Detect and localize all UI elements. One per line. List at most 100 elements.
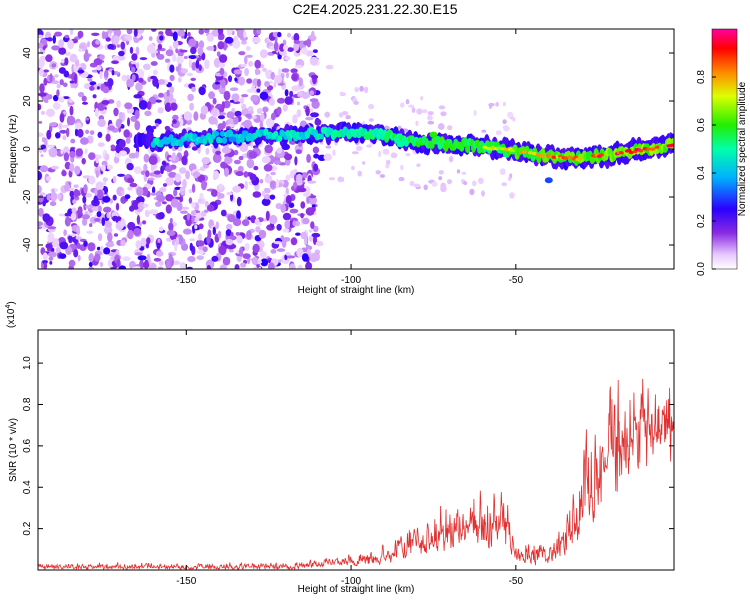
noise-blob xyxy=(99,261,104,268)
noise-blob xyxy=(158,212,165,220)
noise-blob xyxy=(291,85,300,92)
noise-blob xyxy=(51,165,59,170)
noise-blob xyxy=(149,209,159,215)
noise-blob xyxy=(332,149,336,156)
ridge-peak xyxy=(628,150,634,155)
ridge-peak xyxy=(650,147,656,151)
ridge-peak xyxy=(531,151,537,156)
noise-blob xyxy=(285,174,291,181)
noise-blob xyxy=(107,43,114,50)
noise-blob xyxy=(98,205,102,213)
noise-blob xyxy=(244,67,250,77)
noise-blob xyxy=(67,235,73,241)
noise-blob xyxy=(68,259,76,267)
noise-blob xyxy=(120,41,126,50)
noise-blob xyxy=(198,86,206,96)
noise-blob xyxy=(48,251,57,258)
noise-blob xyxy=(83,184,88,194)
noise-blob xyxy=(182,178,187,189)
noise-blob xyxy=(186,266,193,269)
noise-blob xyxy=(83,203,87,211)
noise-blob xyxy=(89,130,95,136)
noise-blob xyxy=(197,47,204,56)
noise-blob xyxy=(188,38,197,47)
noise-blob xyxy=(76,242,81,249)
noise-blob xyxy=(69,80,75,84)
noise-blob xyxy=(236,235,243,244)
noise-blob xyxy=(218,193,225,199)
noise-blob xyxy=(292,114,298,124)
noise-blob xyxy=(42,213,51,223)
noise-blob xyxy=(125,137,131,144)
noise-blob xyxy=(155,123,159,127)
noise-blob xyxy=(70,212,77,221)
noise-blob xyxy=(74,165,81,175)
noise-blob xyxy=(234,264,240,269)
noise-blob xyxy=(269,214,278,225)
noise-blob xyxy=(219,112,227,116)
noise-blob xyxy=(77,69,85,74)
noise-blob xyxy=(94,188,98,196)
noise-blob xyxy=(48,256,54,261)
noise-blob xyxy=(313,153,320,159)
noise-blob xyxy=(248,60,254,67)
noise-blob xyxy=(262,67,267,72)
noise-blob xyxy=(135,240,142,249)
noise-blob xyxy=(169,64,175,73)
noise-blob xyxy=(82,101,88,105)
noise-blob xyxy=(165,194,174,202)
noise-blob xyxy=(159,35,164,41)
noise-blob xyxy=(179,187,185,192)
noise-blob xyxy=(43,69,49,73)
noise-blob xyxy=(296,109,302,118)
noise-blob xyxy=(65,246,73,255)
noise-blob xyxy=(421,109,428,114)
colorbar-tick-label: 0.4 xyxy=(696,166,707,180)
noise-blob xyxy=(64,161,71,170)
noise-blob xyxy=(208,91,216,100)
y-tick-label: -20 xyxy=(22,189,33,204)
noise-blob xyxy=(129,182,138,188)
noise-blob xyxy=(77,206,83,215)
noise-blob xyxy=(294,156,298,166)
noise-blob xyxy=(171,152,176,162)
ridge-core xyxy=(277,135,283,142)
noise-blob xyxy=(169,86,175,94)
noise-blob xyxy=(216,51,221,57)
y-tick-label: 0 xyxy=(22,146,33,152)
noise-blob xyxy=(300,201,306,209)
noise-blob xyxy=(254,218,260,226)
noise-blob xyxy=(254,59,261,69)
noise-blob xyxy=(39,165,49,173)
noise-blob xyxy=(62,96,70,100)
noise-blob xyxy=(134,120,141,131)
noise-blob xyxy=(131,199,140,210)
noise-blob xyxy=(40,110,46,115)
noise-blob xyxy=(54,74,59,78)
noise-blob xyxy=(306,38,312,48)
noise-blob xyxy=(81,157,86,165)
noise-blob xyxy=(127,186,133,191)
noise-blob xyxy=(239,143,249,153)
noise-blob xyxy=(152,69,158,76)
noise-blob xyxy=(58,213,65,217)
noise-blob xyxy=(39,83,45,93)
snr-plot-area xyxy=(38,330,674,570)
noise-blob xyxy=(147,177,155,181)
noise-blob xyxy=(191,86,196,92)
noise-blob xyxy=(141,186,149,196)
noise-blob xyxy=(456,169,461,174)
colorbar-tick-label: 0.0 xyxy=(696,262,707,276)
noise-blob xyxy=(73,184,79,188)
noise-blob xyxy=(91,32,100,36)
noise-blob xyxy=(189,238,196,242)
noise-blob xyxy=(229,99,235,103)
spectrogram-y-ticks: -40 -20 0 20 40 xyxy=(22,47,674,252)
noise-blob xyxy=(223,100,231,109)
noise-blob xyxy=(104,153,110,161)
noise-blob xyxy=(110,144,116,150)
noise-blob xyxy=(168,253,173,263)
snr-y-label: SNR (10 * v/v) xyxy=(8,418,19,482)
noise-blob xyxy=(96,246,101,251)
